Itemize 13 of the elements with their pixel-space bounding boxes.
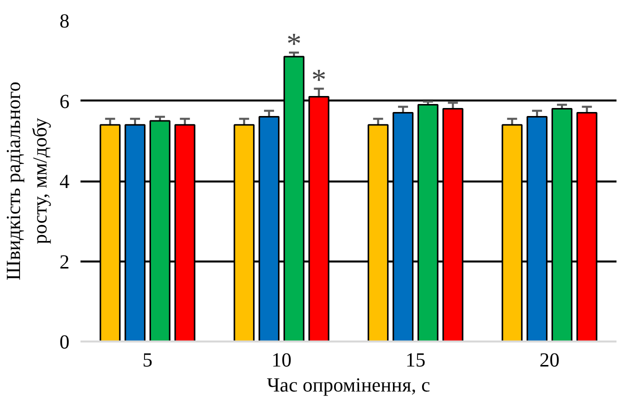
annotation: * [311, 64, 326, 97]
annotation: * [286, 28, 302, 61]
y-tick-label: 4 [60, 171, 70, 193]
x-tick-label: 5 [142, 350, 152, 372]
y-tick-label: 6 [60, 90, 70, 113]
x-tick-label: 20 [540, 350, 560, 372]
x-tick-label: 10 [272, 350, 292, 372]
y-tick-label: 0 [60, 332, 70, 354]
x-axis-title: Час опромінення, с [266, 374, 430, 396]
y-tick-label: 2 [60, 251, 70, 274]
y-tick-label: 8 [60, 10, 70, 32]
x-tick-label: 15 [406, 350, 426, 372]
y-axis-title: Швидкість радіального росту, мм/добу [3, 82, 52, 280]
